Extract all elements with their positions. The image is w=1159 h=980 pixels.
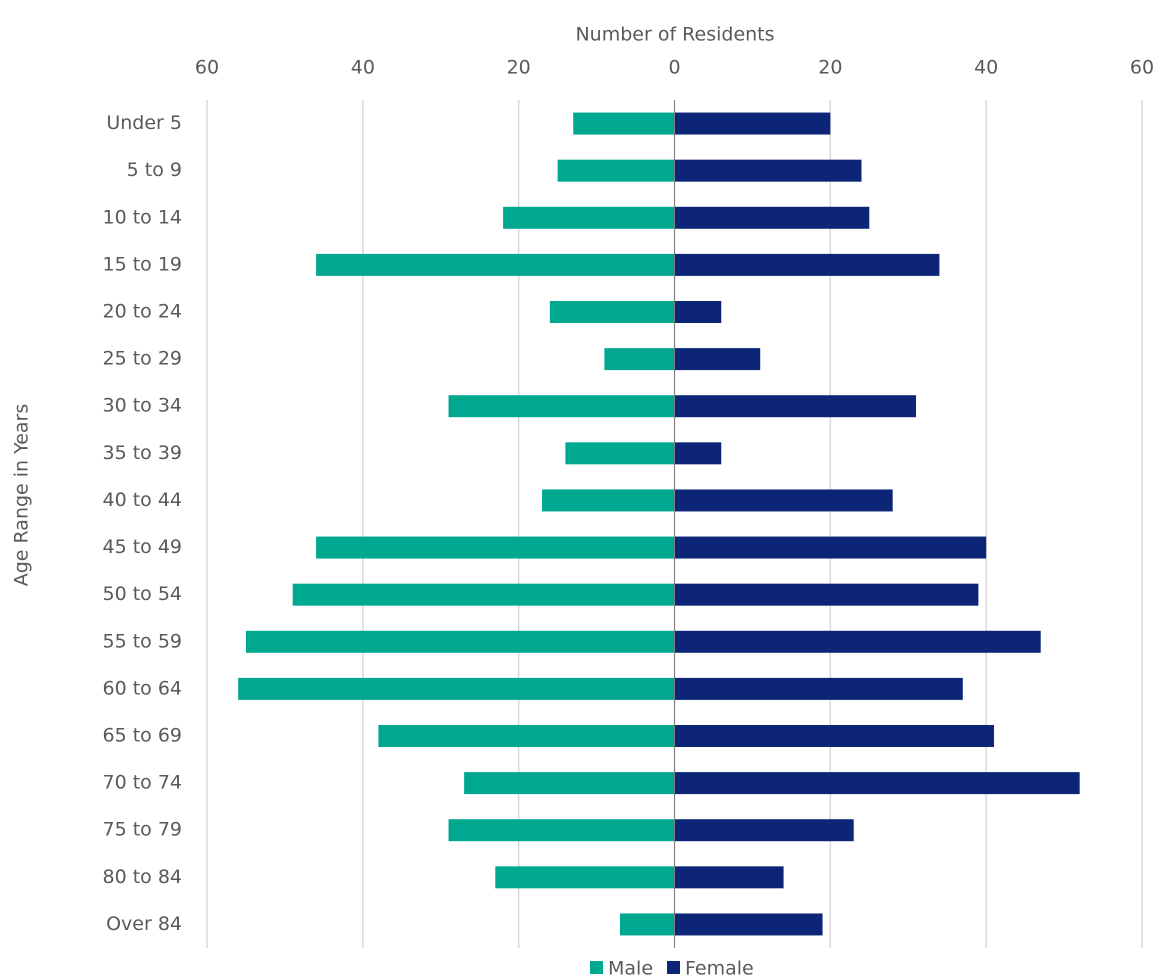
x-axis-title: Number of Residents xyxy=(575,24,774,46)
bar xyxy=(674,159,862,182)
y-tick-label: 40 to 44 xyxy=(102,489,182,511)
bar xyxy=(674,725,994,747)
x-tick-label: 40 xyxy=(974,57,998,79)
y-tick-label: 65 to 69 xyxy=(102,725,182,747)
bar xyxy=(565,442,675,465)
bar xyxy=(495,866,675,889)
y-tick-label: Under 5 xyxy=(106,112,182,134)
bar xyxy=(674,913,823,936)
bar xyxy=(549,301,675,323)
y-tick-label: 45 to 49 xyxy=(102,536,182,558)
y-tick-label: 60 to 64 xyxy=(102,677,182,699)
bar xyxy=(674,583,979,606)
bar xyxy=(674,630,1041,653)
bar xyxy=(674,772,1080,795)
y-axis-title: Age Range in Years xyxy=(11,404,33,587)
y-tick-label: 55 to 59 xyxy=(102,630,182,652)
bar xyxy=(316,253,675,276)
bar xyxy=(316,536,675,559)
bar xyxy=(674,301,722,323)
bar xyxy=(604,348,675,371)
legend-swatch xyxy=(667,961,681,974)
x-tick-label: 20 xyxy=(507,57,531,79)
bar xyxy=(674,819,854,842)
legend-swatch xyxy=(590,961,603,974)
bar xyxy=(292,583,675,606)
bar xyxy=(542,489,675,512)
y-tick-label: 50 to 54 xyxy=(102,583,182,605)
x-tick-label: 60 xyxy=(195,57,219,79)
y-tick-label: 75 to 79 xyxy=(102,819,182,841)
bar xyxy=(674,253,940,276)
y-tick-label: 20 to 24 xyxy=(102,301,182,323)
bar xyxy=(674,866,784,889)
x-tick-label: 0 xyxy=(668,57,680,79)
x-tick-label: 40 xyxy=(351,57,375,79)
bar xyxy=(674,677,963,700)
bar xyxy=(674,348,761,371)
y-tick-label: 80 to 84 xyxy=(102,866,182,888)
y-tick-label: 25 to 29 xyxy=(102,348,182,370)
bar xyxy=(674,489,893,512)
y-tick-label: Over 84 xyxy=(106,913,182,935)
bar xyxy=(619,913,675,936)
bar xyxy=(674,442,722,465)
y-tick-label: 30 to 34 xyxy=(102,395,182,417)
bar xyxy=(464,772,675,795)
y-tick-label: 15 to 19 xyxy=(102,253,182,275)
bar xyxy=(674,112,831,135)
legend-label: Male xyxy=(608,958,653,980)
x-tick-label: 20 xyxy=(818,57,842,79)
y-tick-label: 70 to 74 xyxy=(102,772,182,794)
x-tick-label: 60 xyxy=(1130,57,1154,79)
y-tick-label: 10 to 14 xyxy=(102,206,182,228)
y-tick-label: 35 to 39 xyxy=(102,442,182,464)
bar xyxy=(573,112,675,135)
bar xyxy=(674,536,987,559)
bar xyxy=(674,395,917,418)
bar xyxy=(557,159,675,182)
bar xyxy=(674,206,870,229)
bar xyxy=(503,206,675,229)
legend-label: Female xyxy=(685,958,754,980)
bar xyxy=(245,630,675,653)
bar xyxy=(448,819,675,842)
bar xyxy=(448,395,675,418)
bar xyxy=(238,677,675,700)
y-tick-label: 5 to 9 xyxy=(127,159,182,181)
bar xyxy=(378,725,675,747)
